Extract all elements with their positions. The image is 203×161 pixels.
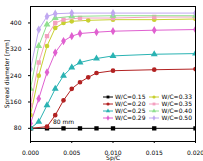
svg-text:160: 160 xyxy=(10,98,22,105)
svg-text:0.015: 0.015 xyxy=(146,149,163,156)
svg-text:0.020: 0.020 xyxy=(187,149,203,156)
html-text:W/C=0.50: W/C=0.50 xyxy=(161,114,192,121)
svg-text:0.005: 0.005 xyxy=(63,149,80,156)
svg-text:0.010: 0.010 xyxy=(104,148,122,156)
svg-text:Sp/C: Sp/C xyxy=(106,154,120,161)
html-text:W/C=0.35: W/C=0.35 xyxy=(161,100,192,107)
svg-text:240: 240 xyxy=(10,72,22,79)
html-text:W/C=0.40: W/C=0.40 xyxy=(161,107,192,114)
svg-text:400: 400 xyxy=(10,19,22,26)
html-text:W/C=0.29: W/C=0.29 xyxy=(114,114,146,121)
html-text:W/C=0.20: W/C=0.20 xyxy=(114,100,146,107)
html-text:W/C=0.25: W/C=0.25 xyxy=(114,107,146,114)
html-text:W/C=0.15: W/C=0.15 xyxy=(114,93,146,100)
svg-text:80 mm: 80 mm xyxy=(53,118,74,125)
html-text:W/C=0.33: W/C=0.33 xyxy=(161,93,192,100)
svg-text:80: 80 xyxy=(14,124,22,131)
svg-text:Spread diameter [mm]: Spread diameter [mm] xyxy=(3,40,11,109)
svg-text:320: 320 xyxy=(10,45,22,52)
svg-text:0.000: 0.000 xyxy=(22,149,39,156)
